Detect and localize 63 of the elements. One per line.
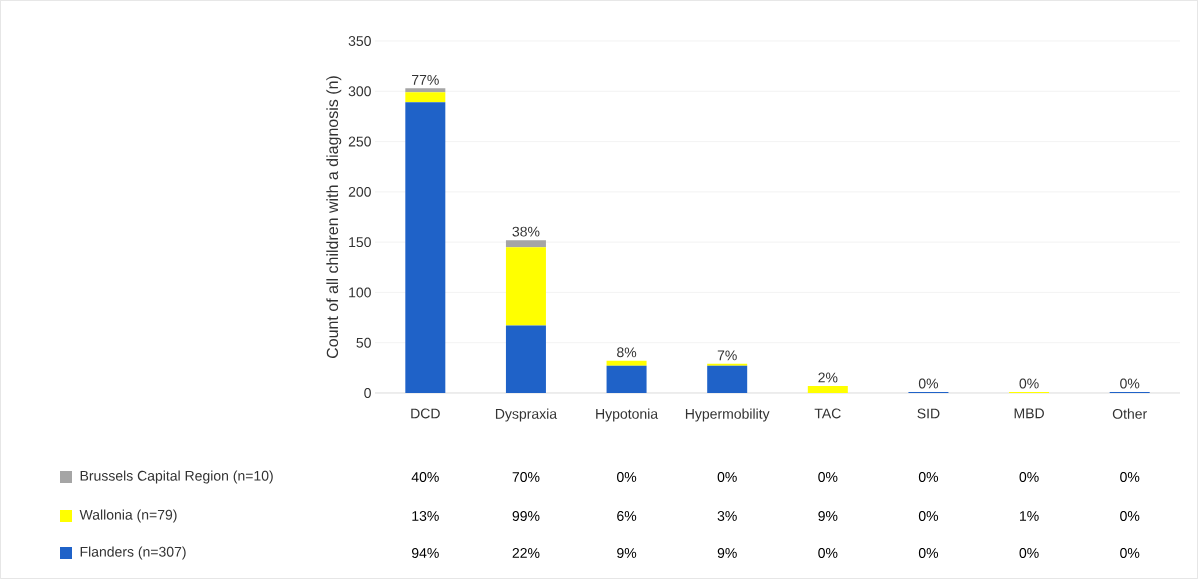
text: 0%: [918, 472, 939, 482]
bar: [807, 385, 848, 393]
text: 3%: [717, 511, 737, 521]
text: 99%: [512, 511, 540, 521]
bar: [405, 102, 446, 393]
y-tick-label: 100: [349, 287, 371, 298]
y-axis-title: Count of all children with a diagnosis (n): [326, 76, 342, 359]
bar: [405, 88, 446, 93]
y-tick-label: 50: [356, 337, 371, 348]
text: 0%: [818, 548, 838, 558]
x-tick-label: TAC: [814, 408, 841, 419]
annotation: 0%: [1019, 378, 1039, 389]
text: 1%: [1020, 511, 1039, 521]
text: 9%: [617, 548, 637, 558]
text: 0%: [1019, 548, 1039, 558]
annotation: 2%: [818, 372, 838, 383]
text: 0%: [717, 472, 737, 482]
x-tick-label: Hypotonia: [596, 408, 659, 422]
text: 6%: [617, 511, 637, 521]
text: 0%: [918, 511, 939, 521]
text: 70%: [512, 472, 540, 482]
y-tick-label: 250: [348, 136, 371, 147]
y-tick-label: 200: [348, 186, 371, 197]
annotation: 38%: [512, 226, 540, 237]
bar: [707, 365, 748, 393]
text: 9%: [818, 511, 838, 521]
bar: [505, 325, 546, 393]
x-tick-label: Dyspraxia: [495, 408, 558, 422]
y-tick-label: 150: [349, 237, 371, 248]
legend-label: Wallonia (n=79): [79, 509, 177, 523]
x-tick-label: SID: [917, 408, 940, 419]
bar: [505, 247, 546, 326]
annotation: 77%: [412, 74, 439, 85]
text: 22%: [512, 548, 540, 558]
bar: [707, 363, 748, 366]
text: 0%: [1019, 472, 1039, 482]
annotation: 0%: [918, 378, 939, 389]
annotation: 8%: [617, 347, 637, 358]
bar: [505, 240, 546, 248]
text: 0%: [1120, 548, 1140, 558]
text: 0%: [918, 548, 939, 558]
text: 13%: [412, 511, 439, 521]
x-tick-label: Other: [1112, 408, 1147, 419]
y-tick-label: 300: [348, 86, 371, 97]
text: 40%: [411, 472, 439, 482]
text: 0%: [818, 472, 838, 482]
x-tick-label: MBD: [1014, 408, 1044, 419]
annotation: 7%: [717, 350, 737, 361]
y-tick-label: 0: [364, 388, 371, 398]
text: 9%: [717, 548, 737, 558]
bar: [606, 360, 647, 366]
text: 0%: [1120, 472, 1140, 482]
legend-label: Brussels Capital Region (n=10): [80, 470, 273, 484]
x-tick-label: Hypermobility: [685, 408, 770, 422]
bar: [606, 365, 647, 393]
x-tick-label: DCD: [411, 408, 440, 419]
text: 0%: [1120, 511, 1140, 521]
legend-label: Flanders (n=307): [80, 546, 186, 560]
annotation: 0%: [1120, 378, 1140, 389]
text: 0%: [617, 472, 637, 482]
bar: [405, 92, 446, 103]
text: 94%: [411, 548, 439, 558]
y-tick-label: 350: [348, 36, 371, 46]
